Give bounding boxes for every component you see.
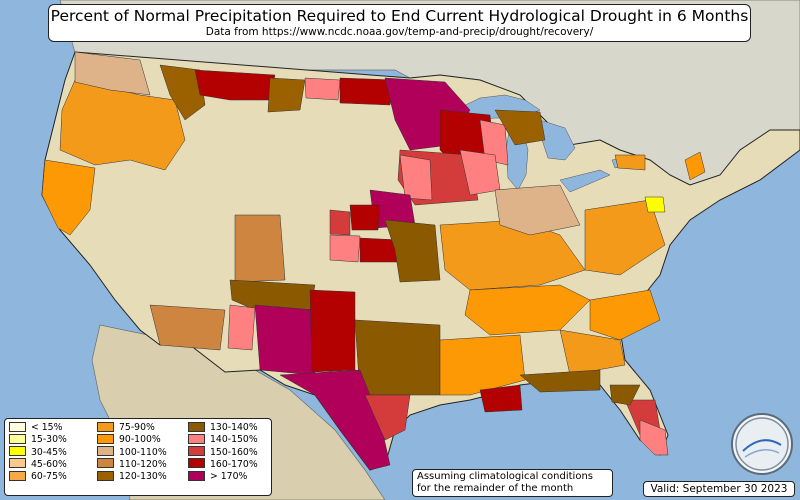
region-kansas-brown: [384, 219, 441, 283]
map-subtitle: Data from https://www.ncdc.noaa.gov/temp…: [205, 26, 594, 38]
legend-item: 130-140%: [188, 421, 258, 434]
region-washington: [74, 51, 151, 96]
region-colorado-tan: [234, 214, 286, 283]
region-ne-coast-orange: [684, 151, 706, 181]
region-gulf-brown: [519, 369, 601, 393]
legend-label: 75-90%: [119, 422, 155, 433]
legend-item: 100-110%: [97, 446, 167, 459]
region-california: [41, 159, 96, 236]
legend-item: 90-100%: [97, 433, 167, 446]
legend-label: 160-170%: [210, 458, 258, 470]
legend-swatch: [188, 433, 205, 444]
region-kansas-pink: [329, 234, 361, 263]
legend-swatch: [97, 458, 114, 469]
legend-label: 100-110%: [119, 446, 167, 458]
region-kansas-red: [349, 204, 381, 231]
legend-item: 30-45%: [9, 446, 67, 459]
legend-item: 60-75%: [9, 470, 67, 483]
region-tx-panhandle-red: [309, 289, 356, 373]
region-md-yellow: [644, 196, 666, 213]
legend-swatch: [9, 421, 26, 432]
legend-swatch: [188, 446, 205, 457]
region-idaho-brown: [159, 64, 206, 121]
legend-item: 140-150%: [188, 433, 258, 446]
legend-label: 45-60%: [31, 458, 67, 470]
region-oregon-idaho: [59, 79, 186, 171]
region-la-orange: [439, 334, 526, 396]
drought-regions: [41, 51, 706, 471]
legend-swatch: [188, 421, 205, 432]
region-texas-brown: [354, 319, 441, 396]
legend-label: 90-100%: [119, 434, 161, 446]
legend-column-1: < 15% 15-30% 30-45% 45-60% 60-75%: [9, 421, 67, 483]
region-virginia: [584, 199, 666, 276]
valid-date: Valid: September 30 2023: [643, 481, 795, 497]
legend-label: 110-120%: [119, 458, 167, 470]
assumption-note: Assuming climatological conditions for t…: [412, 469, 613, 497]
legend-item: < 15%: [9, 421, 67, 434]
legend: < 15% 15-30% 30-45% 45-60% 60-75% 75-90%…: [4, 418, 272, 496]
region-montana-north: [194, 69, 276, 101]
logo-globe-icon: [735, 417, 789, 471]
region-nebraska: [329, 209, 351, 236]
legend-item: 45-60%: [9, 458, 67, 471]
region-indiana-tan: [494, 184, 581, 236]
legend-label: 140-150%: [210, 434, 258, 446]
legend-item: 75-90%: [97, 421, 167, 434]
legend-swatch: [97, 421, 114, 432]
legend-label: 30-45%: [31, 446, 67, 458]
nesdis-lab-logo-icon: [731, 413, 793, 475]
legend-swatch: [97, 433, 114, 444]
region-fl-brown: [609, 384, 641, 406]
legend-label: 130-140%: [210, 422, 258, 433]
region-montana-east: [267, 77, 306, 113]
legend-item: 150-160%: [188, 446, 258, 459]
region-nm-magenta: [254, 304, 316, 376]
legend-item: 160-170%: [188, 458, 258, 471]
legend-swatch: [188, 470, 205, 481]
note-line-1: Assuming climatological conditions: [417, 471, 593, 482]
region-arizona-tan: [149, 304, 226, 351]
legend-column-2: 75-90% 90-100% 100-110% 110-120% 120-130…: [97, 421, 167, 483]
legend-item: > 170%: [188, 470, 258, 483]
note-line-2: for the remainder of the month: [417, 483, 574, 494]
region-la-red: [479, 384, 523, 413]
region-texas-red: [364, 394, 411, 441]
legend-column-3: 130-140% 140-150% 150-160% 160-170% > 17…: [188, 421, 258, 483]
legend-swatch: [97, 470, 114, 481]
legend-label: 60-75%: [31, 471, 67, 483]
legend-label: 120-130%: [119, 471, 167, 483]
legend-item: 15-30%: [9, 433, 67, 446]
lake-erie: [559, 169, 611, 193]
legend-label: 15-30%: [31, 434, 67, 446]
title-box: Percent of Normal Precipitation Required…: [48, 4, 751, 42]
legend-swatch: [97, 446, 114, 457]
legend-swatch: [9, 458, 26, 469]
region-texas-magenta: [279, 369, 391, 471]
region-florida-pink: [639, 419, 669, 456]
region-carolinas: [589, 289, 661, 341]
region-nd-pink: [304, 77, 341, 101]
region-ny-orange: [614, 154, 646, 171]
legend-label: 150-160%: [210, 446, 258, 458]
legend-swatch: [9, 446, 26, 457]
legend-label: > 170%: [210, 471, 248, 483]
region-iowa-pink: [399, 154, 433, 201]
region-nd-red: [339, 77, 396, 106]
legend-swatch: [9, 433, 26, 444]
legend-swatch: [188, 458, 205, 469]
region-michigan-brown: [494, 109, 546, 146]
region-georgia: [559, 329, 626, 376]
legend-item: 110-120%: [97, 458, 167, 471]
legend-swatch: [9, 470, 26, 481]
legend-item: 120-130%: [97, 470, 167, 483]
region-arizona-pink: [227, 304, 256, 351]
legend-label: < 15%: [31, 422, 63, 433]
map-title: Percent of Normal Precipitation Required…: [50, 7, 749, 25]
